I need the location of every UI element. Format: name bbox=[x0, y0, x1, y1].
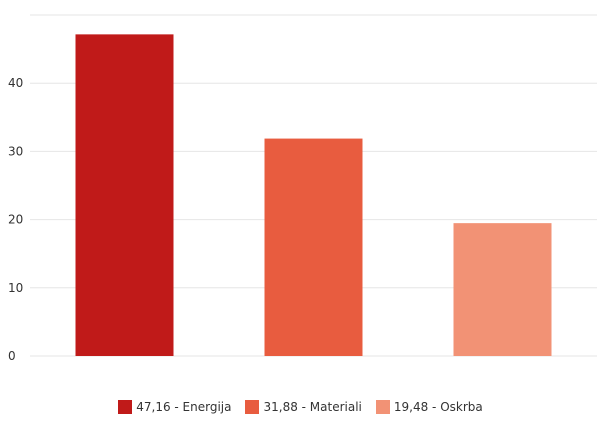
y-tick-label: 30 bbox=[8, 144, 23, 158]
legend-label-energija: 47,16 - Energija bbox=[136, 400, 232, 414]
bar-materiali[interactable] bbox=[264, 138, 363, 356]
y-tick-label: 10 bbox=[8, 281, 23, 295]
legend-item-materiali[interactable]: 31,88 - Materiali bbox=[245, 400, 362, 414]
bar-energija[interactable] bbox=[75, 34, 174, 356]
legend-swatch-oskrba bbox=[375, 400, 390, 414]
bar-oskrba[interactable] bbox=[453, 223, 552, 356]
legend: 47,16 - Energija 31,88 - Materiali 19,48… bbox=[0, 400, 601, 414]
legend-swatch-materiali bbox=[245, 400, 260, 414]
legend-swatch-energija bbox=[118, 400, 133, 414]
y-axis-ticks: 0 10 20 30 40 bbox=[8, 76, 23, 363]
legend-item-energija[interactable]: 47,16 - Energija bbox=[118, 400, 231, 414]
y-tick-label: 40 bbox=[8, 76, 23, 90]
bars bbox=[75, 34, 552, 356]
bar-chart: 0 10 20 30 40 bbox=[8, 14, 597, 363]
legend-label-oskrba: 19,48 - Oskrba bbox=[393, 400, 483, 414]
legend-label-materiali: 31,88 - Materiali bbox=[263, 400, 362, 414]
y-tick-label: 20 bbox=[8, 213, 23, 227]
legend-item-oskrba[interactable]: 19,48 - Oskrba bbox=[375, 400, 483, 414]
y-tick-label: 0 bbox=[8, 349, 16, 363]
